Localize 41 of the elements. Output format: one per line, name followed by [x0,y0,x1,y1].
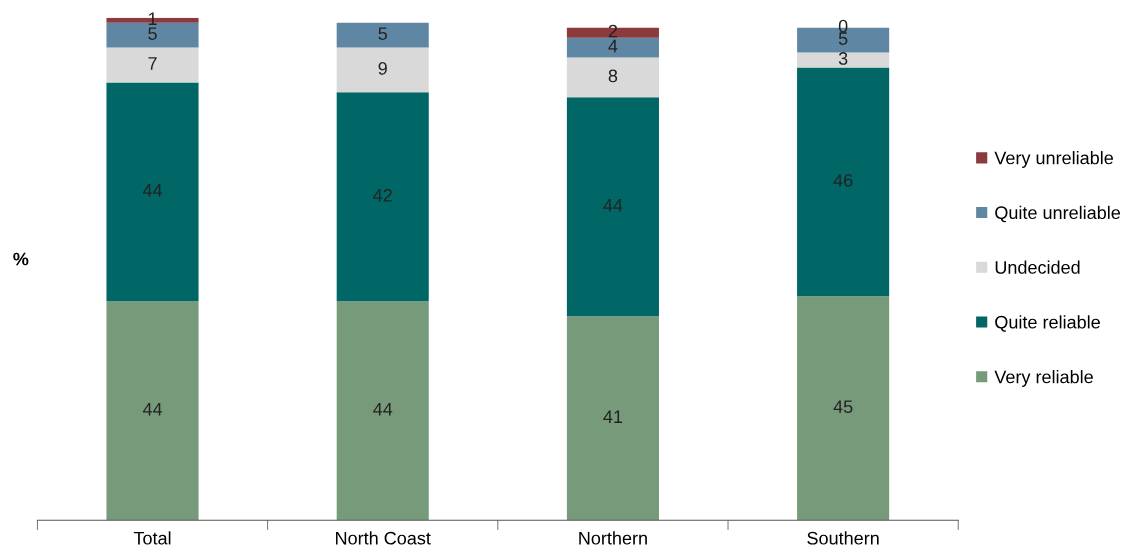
x-tick-label: Northern [579,531,647,545]
bar [106,301,199,521]
data-label: 46 [833,173,853,187]
bar [797,296,890,521]
data-label: 3 [838,52,848,65]
x-tick-label: Southern [807,531,879,545]
bar [797,67,890,297]
data-label: 5 [148,27,157,40]
data-label: 2 [608,24,618,38]
bar [566,316,659,521]
data-label: 45 [833,400,853,414]
legend-label: Quite reliable [995,315,1100,332]
bar [336,301,429,521]
bar [797,52,890,68]
data-label: 5 [378,27,387,40]
data-label: 42 [373,188,392,202]
data-label: 9 [378,62,387,75]
bar [106,47,199,83]
bar [566,57,659,98]
bar [336,92,429,302]
data-label: 44 [373,403,393,416]
x-tick-label: Total [133,531,171,545]
legend-label: Very unreliable [994,151,1113,168]
bar [566,37,659,58]
data-label: 41 [603,410,623,423]
legend-label: Undecided [995,260,1080,274]
data-label: 44 [142,403,163,416]
data-label: 7 [148,57,157,70]
bar [106,82,199,302]
x-tick-label: North Coast [336,531,431,545]
data-label: 4 [608,39,618,53]
y-axis-title: % [13,252,29,266]
data-label: 8 [608,69,618,83]
bar [336,22,429,48]
bar [336,47,429,93]
data-label: 5 [838,32,848,45]
legend-label: Very reliable [994,370,1093,387]
data-label: 44 [142,184,163,197]
bar [566,97,659,317]
data-label: 44 [603,199,623,212]
legend-label: Quite unreliable [995,205,1121,223]
